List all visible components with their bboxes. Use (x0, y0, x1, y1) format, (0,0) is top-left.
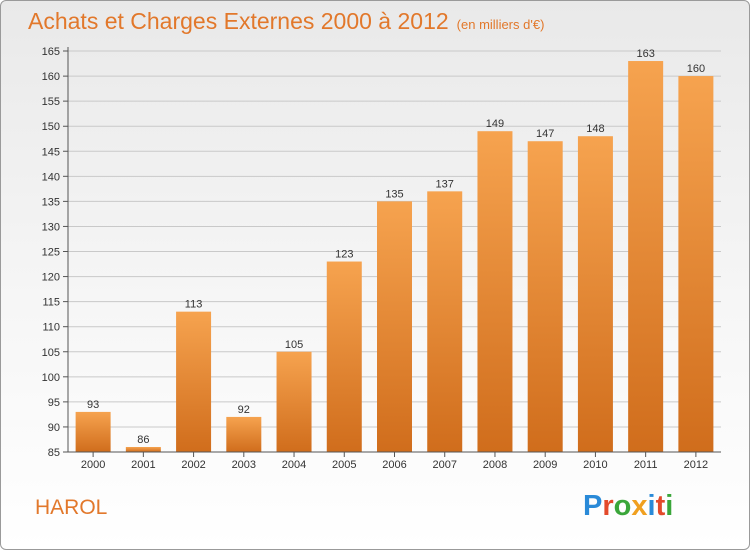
value-label-2004: 105 (285, 339, 303, 351)
logo-letter: r (602, 490, 614, 522)
logo-letter: i (647, 490, 656, 522)
bar-2003 (226, 416, 262, 452)
value-label-2006: 135 (385, 188, 403, 200)
y-tick-label: 90 (48, 422, 60, 434)
value-label-2002: 113 (185, 299, 203, 311)
bar-2008 (477, 131, 513, 452)
x-tick-label-2011: 2011 (634, 459, 658, 471)
bar-2000 (75, 411, 111, 452)
y-tick-label: 120 (42, 272, 60, 284)
y-tick-label: 100 (42, 372, 60, 384)
bars: 93 86 113 92 105 123 135 137 149 147 148 163 160 (75, 48, 714, 453)
value-label-2009: 147 (536, 128, 554, 140)
x-tick-label-2009: 2009 (533, 459, 557, 471)
value-label-2012: 160 (687, 63, 705, 75)
y-tick-label: 160 (42, 71, 60, 83)
chart-title-text: Achats et Charges Externes 2000 à 2012 (28, 8, 449, 34)
x-tick-label-2003: 2003 (232, 459, 256, 471)
value-label-2003: 92 (238, 404, 250, 416)
y-tick-label: 85 (48, 447, 60, 459)
value-label-2007: 137 (436, 178, 454, 190)
bar-2009 (527, 141, 563, 452)
y-tick-label: 130 (42, 221, 60, 233)
value-label-2011: 163 (636, 48, 654, 60)
y-tick-label: 140 (42, 171, 60, 183)
x-axis-ticks: 2000 2001 2002 2003 2004 2005 2006 2007 2008 2009… (81, 452, 708, 471)
bar-2004 (276, 351, 312, 452)
x-tick-label-2008: 2008 (483, 459, 507, 471)
chart-subtitle: (en milliers d'€) (456, 17, 545, 32)
bar-2002 (176, 311, 212, 452)
axes (67, 47, 721, 453)
y-tick-label: 105 (42, 347, 60, 359)
y-tick-label: 125 (42, 247, 60, 259)
value-label-2005: 123 (335, 249, 353, 261)
y-tick-label: 150 (42, 121, 60, 133)
logo-letter: t (655, 490, 666, 522)
logo-letter: o (613, 490, 632, 522)
y-tick-label: 145 (42, 146, 60, 158)
bar-2010 (577, 136, 613, 452)
y-tick-label: 155 (42, 96, 60, 108)
city-name: HAROL (35, 496, 108, 519)
x-tick-label-2000: 2000 (81, 459, 105, 471)
x-tick-label-2007: 2007 (432, 459, 456, 471)
y-tick-label: 110 (42, 322, 60, 334)
x-tick-label-2006: 2006 (382, 459, 406, 471)
proxiti-logo: Proxiti (583, 490, 673, 523)
logo-letter: P (583, 490, 603, 522)
x-tick-label-2012: 2012 (684, 459, 708, 471)
bar-2007 (427, 191, 463, 452)
logo-letter: x (631, 490, 648, 522)
value-label-2008: 149 (486, 118, 504, 130)
x-tick-label-2010: 2010 (583, 459, 607, 471)
logo-letter: i (665, 490, 674, 522)
x-tick-label-2005: 2005 (332, 459, 356, 471)
value-label-2000: 93 (87, 399, 99, 411)
y-tick-label: 115 (42, 297, 60, 309)
y-tick-label: 95 (48, 397, 60, 409)
bar-2001 (125, 446, 161, 452)
x-tick-label-2004: 2004 (282, 459, 306, 471)
y-tick-label: 135 (42, 196, 60, 208)
value-label-2001: 86 (137, 434, 149, 446)
bar-2006 (377, 201, 412, 452)
x-tick-label-2002: 2002 (181, 459, 205, 471)
y-axis-ticks: 85 90 95 100 105 110 115 120 125 130 135 140 145 150 1… (42, 46, 68, 459)
bar-2012 (678, 76, 714, 452)
chart-title: Achats et Charges Externes 2000 à 2012 (e… (28, 8, 544, 35)
value-label-2010: 148 (586, 123, 604, 135)
bar-2005 (326, 261, 362, 452)
bar-2011 (628, 61, 664, 453)
y-tick-label: 165 (42, 46, 60, 58)
x-tick-label-2001: 2001 (131, 459, 155, 471)
